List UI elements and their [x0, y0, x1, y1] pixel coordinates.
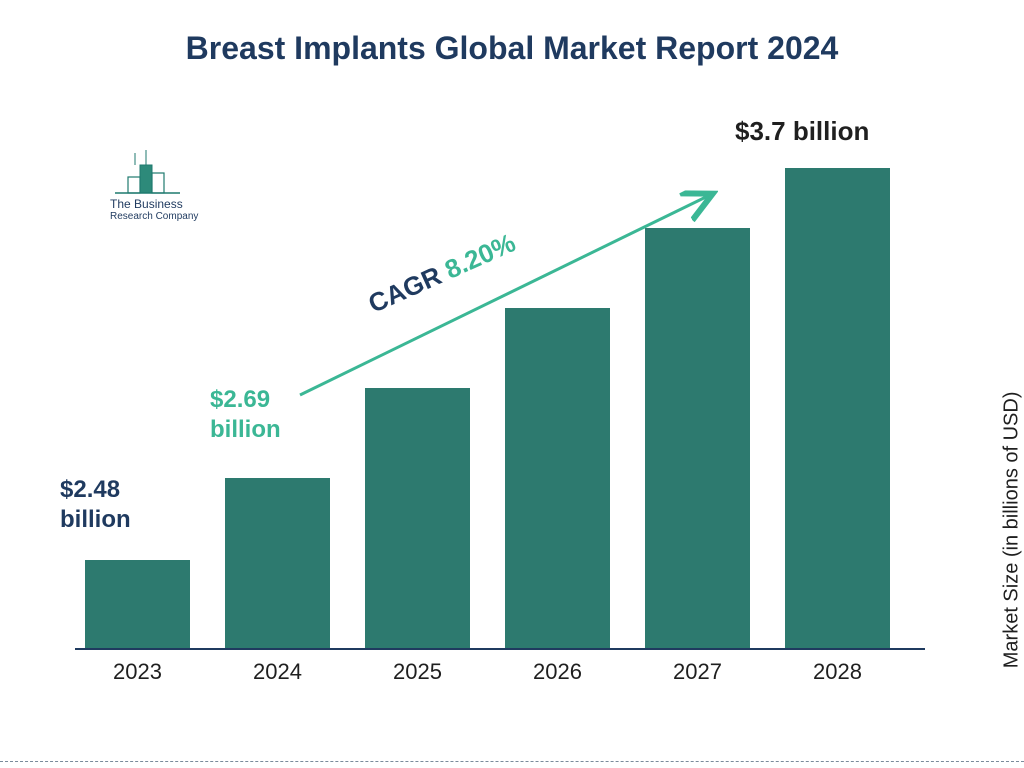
trend-arrow — [0, 0, 1024, 768]
data-label: $2.69billion — [210, 385, 281, 445]
data-label: $2.48billion — [60, 475, 131, 535]
data-label: $3.7 billion — [735, 115, 869, 148]
bottom-divider — [0, 761, 1024, 762]
